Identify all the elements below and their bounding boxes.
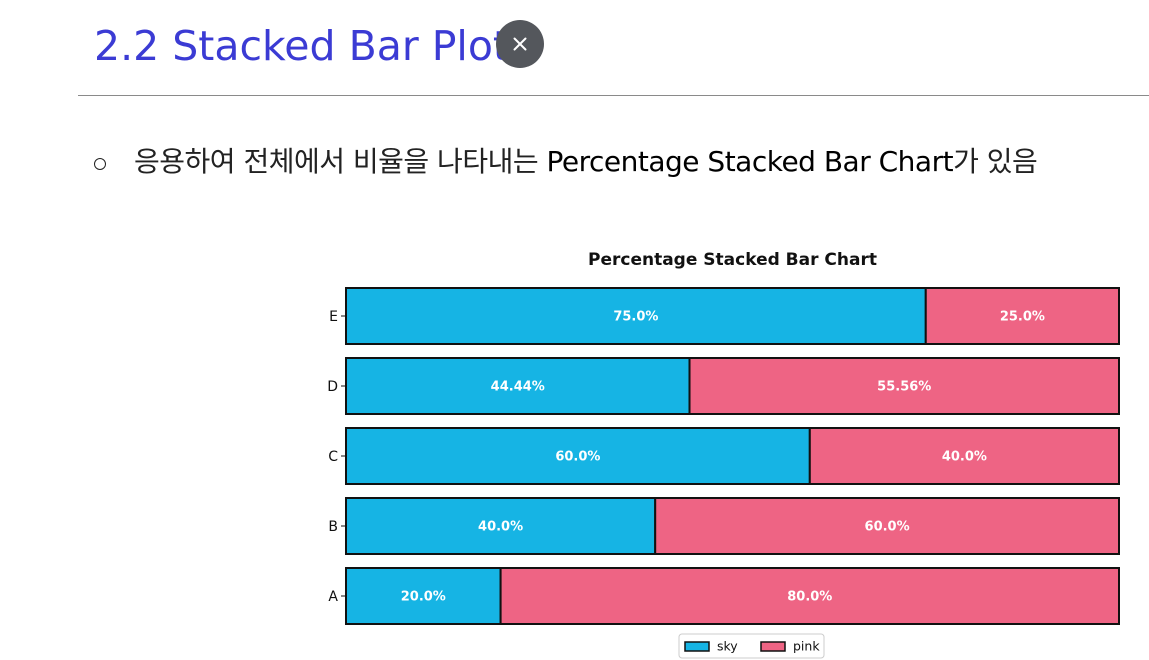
legend-label-pink: pink bbox=[793, 639, 820, 654]
bar-pink-C bbox=[808, 427, 1120, 485]
data-label-sky-A: 20.0% bbox=[401, 590, 446, 605]
y-tick-label-D: D bbox=[327, 379, 338, 395]
y-tick-label-B: B bbox=[328, 519, 338, 535]
legend-box bbox=[678, 633, 825, 659]
title-divider bbox=[78, 95, 1149, 96]
data-label-pink-C: 40.0% bbox=[942, 450, 987, 465]
bullet-text: 응용하여 전체에서 비율을 나타내는 Percentage Stacked Ba… bbox=[134, 142, 1038, 182]
data-label-pink-B: 60.0% bbox=[865, 520, 910, 535]
bar-pink-A bbox=[499, 567, 1121, 625]
legend-label-sky: sky bbox=[717, 639, 738, 654]
data-label-sky-B: 40.0% bbox=[478, 520, 523, 535]
data-label-sky-C: 60.0% bbox=[555, 450, 600, 465]
y-tick-label-E: E bbox=[329, 309, 338, 325]
y-tick-label-C: C bbox=[328, 449, 338, 465]
close-icon bbox=[513, 37, 527, 51]
bullet-text-suffix: 가 있음 bbox=[953, 145, 1038, 178]
legend-swatch-pink bbox=[760, 641, 786, 652]
y-tick-label-A: A bbox=[328, 589, 338, 605]
data-label-pink-D: 55.56% bbox=[877, 380, 931, 395]
data-label-sky-E: 75.0% bbox=[613, 310, 658, 325]
bullet-icon bbox=[94, 158, 106, 170]
bar-pink-E bbox=[924, 287, 1120, 345]
close-button[interactable] bbox=[496, 20, 544, 68]
bullet-text-prefix: 응용하여 전체에서 비율을 나타내는 bbox=[134, 145, 547, 178]
bar-pink-D bbox=[688, 357, 1120, 415]
legend-swatch-sky bbox=[684, 641, 710, 652]
bullet-text-highlight: Percentage Stacked Bar Chart bbox=[546, 145, 954, 178]
data-label-pink-E: 25.0% bbox=[1000, 310, 1045, 325]
slide-title: 2.2 Stacked Bar Plot bbox=[94, 22, 509, 70]
data-label-pink-A: 80.0% bbox=[787, 590, 832, 605]
data-label-sky-D: 44.44% bbox=[491, 380, 545, 395]
bar-sky-D bbox=[345, 357, 691, 415]
bar-sky-B bbox=[345, 497, 657, 555]
chart-title: Percentage Stacked Bar Chart bbox=[588, 250, 877, 270]
bar-sky-E bbox=[345, 287, 927, 345]
bar-pink-B bbox=[654, 497, 1120, 555]
